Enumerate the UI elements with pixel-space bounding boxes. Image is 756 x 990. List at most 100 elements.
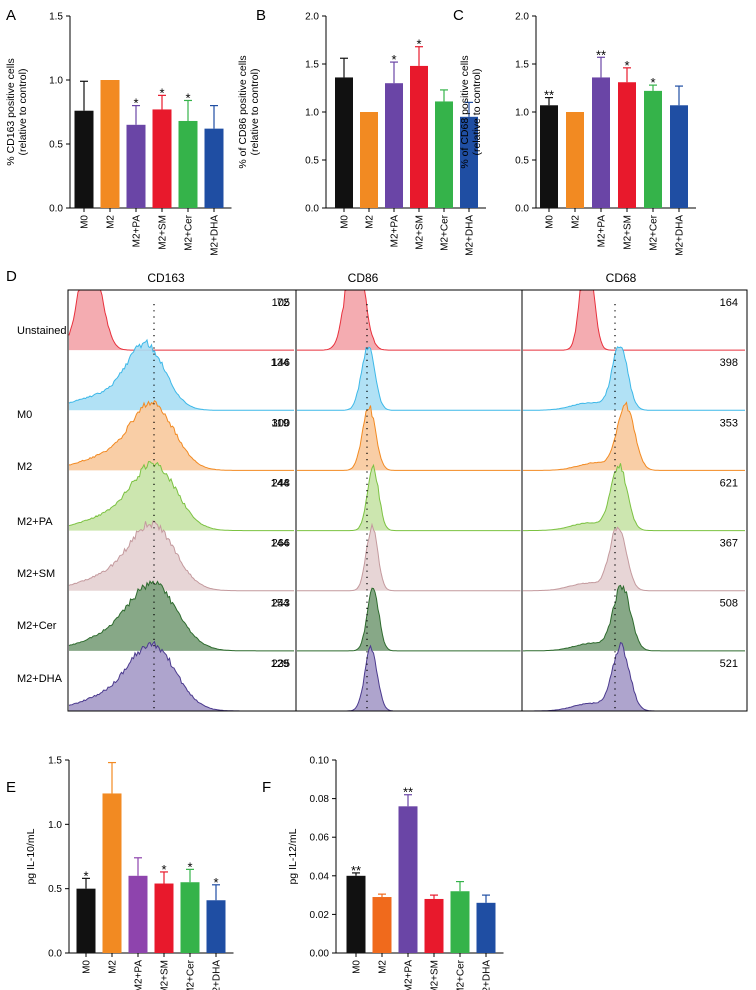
panel-letter: E bbox=[6, 779, 16, 796]
histogram-fill bbox=[69, 290, 295, 351]
histogram-line bbox=[68, 520, 294, 592]
panel-letter: B bbox=[256, 7, 266, 24]
x-tick-label: M2 bbox=[108, 960, 119, 974]
histogram-line bbox=[523, 401, 745, 471]
row-label: M2 bbox=[17, 461, 32, 473]
x-tick-label: M0 bbox=[545, 215, 556, 229]
y-tick-label: 0.08 bbox=[310, 794, 330, 805]
bar-m2 bbox=[372, 897, 392, 953]
bar-m2-sm bbox=[152, 109, 172, 208]
y-tick-label: 0.02 bbox=[310, 910, 330, 921]
x-tick-label: M2+DHA bbox=[212, 960, 223, 990]
mfi-value: 367 bbox=[720, 538, 738, 550]
x-tick-label: M2+PA bbox=[134, 960, 145, 990]
histogram-fill bbox=[297, 405, 521, 471]
significance-mark: * bbox=[213, 875, 218, 890]
x-tick-label: M2+Cer bbox=[649, 214, 660, 251]
x-tick-label: M2+PA bbox=[390, 215, 401, 248]
bar-m2-cer bbox=[644, 90, 662, 208]
histogram-fill bbox=[297, 347, 521, 411]
y-tick-label: 1.0 bbox=[305, 108, 319, 119]
histogram-line bbox=[523, 584, 745, 652]
panel-a-bar-chart: A 0.0 0.5 1.0 1.5 % CD163 positive cells (rela… bbox=[5, 7, 232, 256]
histogram-line bbox=[68, 338, 294, 411]
x-tick-label: M2+Cer bbox=[184, 214, 195, 251]
histogram-fill bbox=[69, 520, 295, 591]
bar-m2-sm bbox=[618, 82, 636, 208]
mfi-value: 134 bbox=[271, 357, 289, 369]
significance-mark: * bbox=[391, 52, 396, 67]
y-tick-label: 0.0 bbox=[48, 949, 62, 960]
histogram-line bbox=[297, 587, 521, 652]
x-tick-label: M0 bbox=[80, 215, 91, 229]
histogram-fill bbox=[297, 588, 521, 651]
bar-m2-sm bbox=[154, 883, 174, 953]
x-tick-label: M2+Cer bbox=[440, 214, 451, 251]
significance-mark: * bbox=[83, 868, 88, 883]
significance-mark: ** bbox=[351, 863, 361, 878]
mfi-value: 164 bbox=[720, 297, 738, 309]
histogram-line bbox=[297, 463, 521, 532]
significance-mark: * bbox=[159, 85, 164, 100]
histogram-fill bbox=[523, 290, 746, 351]
y-tick-label: 0.06 bbox=[310, 833, 330, 844]
bar-m2-cer bbox=[180, 882, 200, 953]
panel-letter: F bbox=[262, 779, 271, 796]
histogram-line bbox=[69, 399, 294, 471]
x-tick-label: M2+DHA bbox=[675, 215, 686, 256]
bar-m2-pa bbox=[128, 875, 148, 953]
histogram-fill bbox=[523, 585, 746, 651]
significance-mark: * bbox=[187, 859, 192, 874]
x-tick-label: M2+DHA bbox=[482, 960, 493, 990]
y-axis-label: % of CD86 positive cells bbox=[237, 55, 249, 168]
histogram-line bbox=[68, 580, 294, 652]
histogram-fill bbox=[297, 645, 521, 711]
histogram-line bbox=[523, 346, 745, 411]
mfi-value: 243 bbox=[272, 598, 290, 610]
bar-m2 bbox=[566, 112, 584, 208]
mfi-value: 144 bbox=[271, 538, 289, 550]
histogram-line bbox=[68, 461, 294, 532]
y-axis-label: % of CD68 positive cells bbox=[459, 55, 471, 168]
y-tick-label: 2.0 bbox=[305, 12, 319, 23]
y-tick-label: 1.0 bbox=[49, 76, 63, 87]
histogram-line bbox=[297, 644, 521, 712]
bar-m2-cer bbox=[450, 891, 470, 953]
bar-m2-pa bbox=[398, 806, 418, 953]
x-tick-label: M2 bbox=[378, 960, 389, 974]
histogram-fill bbox=[69, 641, 295, 711]
x-tick-label: M2+SM bbox=[415, 215, 426, 250]
mfi-value: 621 bbox=[720, 477, 738, 489]
x-tick-label: M2 bbox=[571, 215, 582, 229]
mfi-value: 105 bbox=[272, 297, 290, 309]
mfi-value: 521 bbox=[720, 658, 738, 670]
histogram-fill bbox=[69, 461, 295, 531]
significance-mark: * bbox=[624, 58, 629, 73]
y-tick-label: 1.5 bbox=[305, 60, 319, 71]
x-tick-label: M2+PA bbox=[404, 960, 415, 990]
histogram-grid-border bbox=[67, 289, 748, 712]
bar-m2-dha bbox=[204, 128, 224, 208]
mfi-value: 144 bbox=[271, 477, 289, 489]
x-tick-label: M2+DHA bbox=[210, 215, 221, 256]
bar-m2-dha bbox=[206, 900, 226, 953]
histogram-line bbox=[297, 289, 521, 351]
row-label: M0 bbox=[17, 409, 32, 421]
y-tick-label: 0.5 bbox=[48, 884, 62, 895]
y-tick-label: 1.0 bbox=[515, 108, 529, 119]
bar-m2-dha bbox=[670, 105, 688, 208]
column-header-cd68: CD68 bbox=[606, 271, 637, 285]
bar-m2-sm bbox=[424, 898, 444, 953]
column-header-cd86: CD86 bbox=[348, 271, 379, 285]
histogram-fill bbox=[297, 290, 521, 351]
panel-b-bar-chart: B 0.0 0.5 1.0 1.5 2.0 % of CD86 positive cells… bbox=[237, 7, 486, 256]
y-tick-label: 0.10 bbox=[310, 756, 330, 767]
panel-f-bar-chart: F 0.00 0.02 0.04 0.06 0.08 0.10 pg IL-12/mL ** M0… bbox=[262, 756, 504, 990]
x-tick-label: M2+Cer bbox=[456, 959, 467, 990]
mfi-value: 119 bbox=[271, 417, 289, 429]
mfi-value: 154 bbox=[271, 598, 289, 610]
mfi-value: 300 bbox=[272, 417, 290, 429]
row-label: M2+PA bbox=[17, 516, 53, 528]
mfi-value: 146 bbox=[272, 357, 290, 369]
